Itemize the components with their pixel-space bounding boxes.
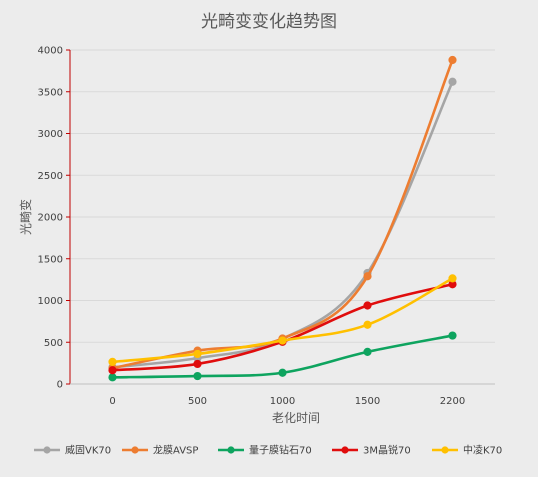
legend-label: 量子膜钻石70 [249, 444, 312, 457]
y-tick-label: 500 [44, 338, 63, 349]
y-tick-label: 0 [57, 380, 63, 391]
data-point [108, 357, 117, 366]
data-point [448, 274, 457, 283]
legend-swatch-marker [341, 446, 349, 454]
y-tick-label: 1000 [38, 296, 63, 307]
legend-swatch-marker [227, 446, 235, 454]
data-point [363, 320, 372, 329]
legend-swatch-marker [43, 446, 51, 454]
y-tick-label: 1500 [38, 254, 63, 265]
data-point [363, 301, 372, 310]
x-tick-label: 500 [188, 396, 207, 407]
series-1 [108, 77, 457, 372]
series-line [111, 277, 454, 364]
gridlines [70, 49, 495, 343]
data-point [193, 371, 202, 381]
series-line [111, 80, 454, 369]
data-point [193, 349, 202, 359]
data-point [448, 55, 457, 65]
series-line [111, 58, 454, 370]
x-tick-label: 0 [109, 396, 115, 407]
legend-item-5: 中凌K70 [432, 444, 502, 457]
legend-item-1: 威固VK70 [34, 444, 111, 457]
legend-label: 龙膜AVSP [153, 444, 198, 457]
legend-label: 3M晶锐70 [363, 444, 411, 457]
x-axis-title: 老化时间 [272, 411, 320, 425]
x-tick-label: 1000 [270, 396, 295, 407]
data-point [108, 373, 117, 382]
y-axis-title: 光畸变 [18, 199, 33, 235]
series-3 [108, 331, 457, 382]
series-layer [108, 55, 457, 382]
series-2 [108, 55, 457, 373]
x-axis: 0 500 1000 1500 2200 [70, 383, 495, 407]
legend-swatch-marker [131, 446, 139, 454]
y-tick-label: 3000 [38, 129, 63, 140]
data-point [363, 272, 372, 281]
data-point [448, 331, 457, 340]
data-point [278, 368, 287, 377]
legend-item-4: 3M晶锐70 [332, 444, 411, 457]
legend-item-2: 龙膜AVSP [122, 444, 198, 457]
y-tick-label: 4000 [38, 46, 63, 57]
data-point [193, 359, 202, 369]
data-point [278, 336, 287, 345]
data-point [108, 366, 117, 375]
y-tick-label: 2500 [38, 171, 63, 182]
legend: 威固VK70 龙膜AVSP 量子膜钻石70 3M晶锐70 中凌K70 [34, 444, 502, 457]
series-5 [108, 274, 457, 366]
legend-label: 中凌K70 [463, 444, 502, 457]
y-axis: 0 500 1000 1500 2000 2500 3000 3500 4000 [38, 46, 71, 391]
legend-swatch-marker [441, 446, 449, 454]
x-tick-label: 1500 [355, 396, 380, 407]
chart-title: 光畸变变化趋势图 [201, 12, 337, 32]
y-tick-label: 3500 [38, 87, 63, 98]
y-tick-label: 2000 [38, 213, 63, 224]
x-tick-label: 2200 [440, 396, 465, 407]
data-point [448, 77, 457, 86]
series-4 [108, 280, 457, 375]
data-point [363, 347, 372, 356]
legend-label: 威固VK70 [65, 444, 111, 457]
legend-item-3: 量子膜钻石70 [218, 444, 312, 457]
